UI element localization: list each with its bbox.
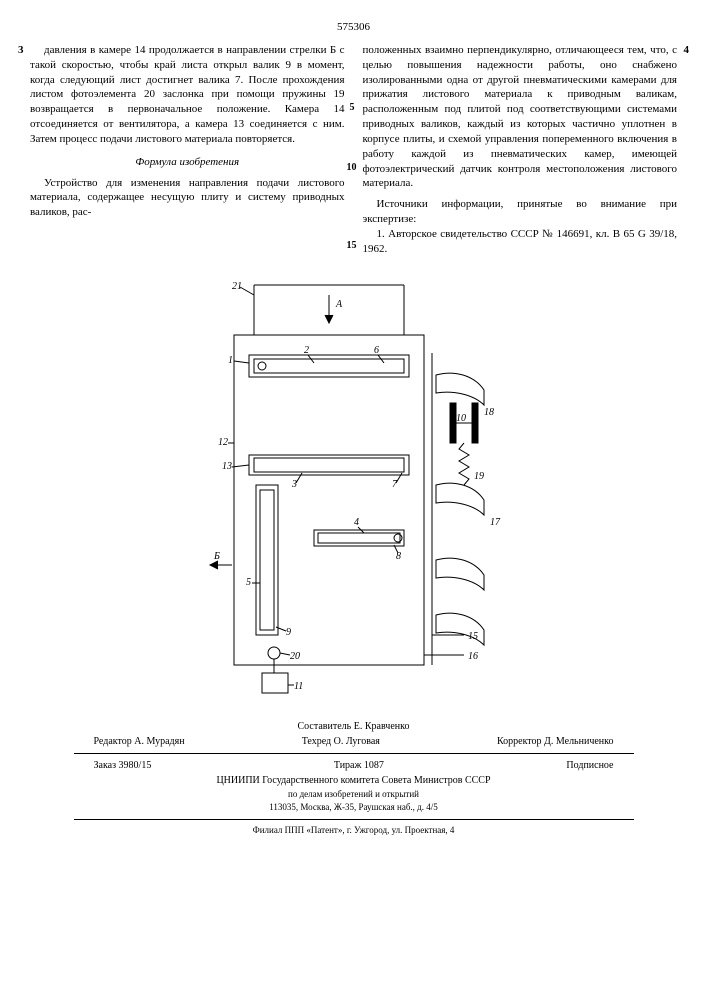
svg-text:12: 12 <box>218 437 228 448</box>
arrow-a: A <box>335 299 343 310</box>
tehred: Техред О. Луговая <box>302 734 380 749</box>
korrektor: Корректор Д. Мельниченко <box>497 734 614 749</box>
formula-heading: Формула изобретения <box>30 155 345 170</box>
svg-text:21: 21 <box>232 281 242 292</box>
filial: Филиал ППП «Патент», г. Ужгород, ул. Про… <box>30 824 677 838</box>
svg-text:20: 20 <box>290 651 300 662</box>
source-1: 1. Авторское свидетельство СССР № 146691… <box>363 227 678 257</box>
addr: 113035, Москва, Ж-35, Раушская наб., д. … <box>30 801 677 815</box>
credits-block: Составитель Е. Кравченко Редактор А. Мур… <box>30 719 677 838</box>
svg-text:3: 3 <box>291 479 297 490</box>
left-paragraph: давления в камере 14 продолжается в напр… <box>30 43 345 147</box>
arrow-b: Б <box>213 551 220 562</box>
patent-diagram: A <box>174 275 534 705</box>
right-paragraph-1: положенных взаимно перпендикулярно, отли… <box>363 43 678 191</box>
svg-text:17: 17 <box>490 517 501 528</box>
org2: по делам изобретений и открытий <box>30 788 677 802</box>
svg-text:5: 5 <box>246 577 251 588</box>
zakaz: Заказ 3980/15 <box>94 758 152 773</box>
svg-text:10: 10 <box>456 413 466 424</box>
svg-text:16: 16 <box>468 651 478 662</box>
svg-text:15: 15 <box>468 631 478 642</box>
col-num-4: 4 <box>684 43 690 58</box>
svg-text:8: 8 <box>396 551 401 562</box>
sources-heading: Источники информации, принятые во вниман… <box>363 197 678 227</box>
svg-text:11: 11 <box>294 681 303 692</box>
col-num-3: 3 <box>18 43 24 58</box>
svg-text:13: 13 <box>222 461 232 472</box>
claim-text: Устройство для изменения направления под… <box>30 176 345 221</box>
svg-text:2: 2 <box>304 345 309 356</box>
redaktor: Редактор А. Мурадян <box>94 734 185 749</box>
svg-text:6: 6 <box>374 345 379 356</box>
svg-text:18: 18 <box>484 407 494 418</box>
right-column: 4 положенных взаимно перпендикулярно, от… <box>363 43 678 257</box>
podpisnoe: Подписное <box>566 758 613 773</box>
svg-text:1: 1 <box>228 355 233 366</box>
tirazh: Тираж 1087 <box>334 758 384 773</box>
svg-text:19: 19 <box>474 471 484 482</box>
left-column: 3 5 10 15 давления в камере 14 продолжае… <box>30 43 345 257</box>
sostavitel: Составитель Е. Кравченко <box>30 719 677 734</box>
figure: A <box>30 275 677 705</box>
patent-number: 575306 <box>30 20 677 35</box>
line-10: 10 <box>347 161 357 175</box>
org: ЦНИИПИ Государственного комитета Совета … <box>30 773 677 788</box>
line-15: 15 <box>347 239 357 253</box>
svg-text:4: 4 <box>354 517 359 528</box>
columns: 3 5 10 15 давления в камере 14 продолжае… <box>30 43 677 257</box>
svg-text:9: 9 <box>286 627 291 638</box>
line-5: 5 <box>350 101 355 115</box>
